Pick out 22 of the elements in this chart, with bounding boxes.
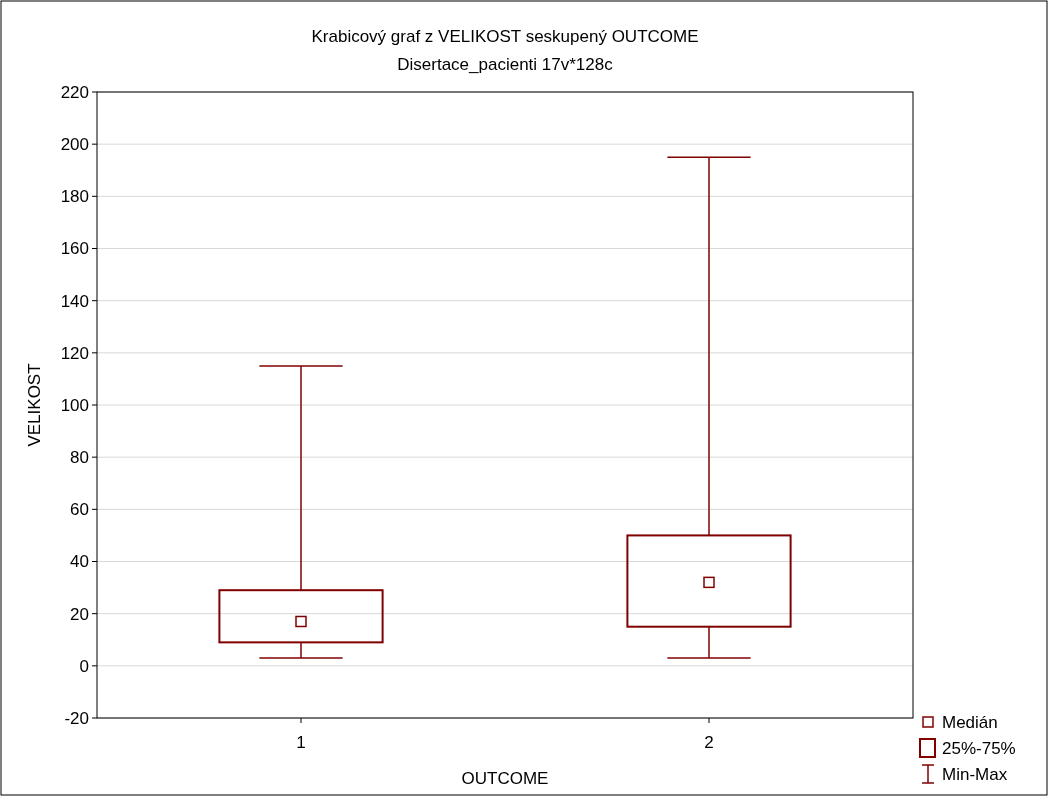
- chart-subtitle: Disertace_pacienti 17v*128c: [397, 55, 614, 74]
- y-tick-label: 200: [60, 135, 89, 155]
- x-tick-label: 2: [704, 733, 714, 752]
- y-tick-label: 160: [60, 239, 89, 259]
- y-axis-title: VELIKOST: [25, 363, 44, 447]
- x-tick-label: 1: [296, 733, 306, 752]
- y-tick-label: 80: [70, 448, 89, 468]
- text: Min-Max: [942, 764, 1008, 784]
- y-tick-label: 100: [60, 395, 89, 415]
- y-tick-label: 140: [60, 291, 89, 311]
- x-axis-title: OUTCOME: [461, 769, 549, 788]
- text: Medián: [942, 712, 998, 732]
- y-tick-label: 220: [60, 82, 89, 102]
- chart-title: Krabicový graf z VELIKOST seskupený OUTCOME: [311, 27, 699, 46]
- y-tick-label: 0: [79, 656, 89, 676]
- y-tick-label: 180: [60, 187, 89, 207]
- y-tick-label: 20: [70, 604, 89, 624]
- y-tick-label: 60: [70, 500, 89, 520]
- y-tick-label: -20: [64, 708, 89, 728]
- y-tick-label: 120: [60, 343, 89, 363]
- y-tick-label: 40: [70, 552, 89, 572]
- text: 25%-75%: [942, 738, 1016, 758]
